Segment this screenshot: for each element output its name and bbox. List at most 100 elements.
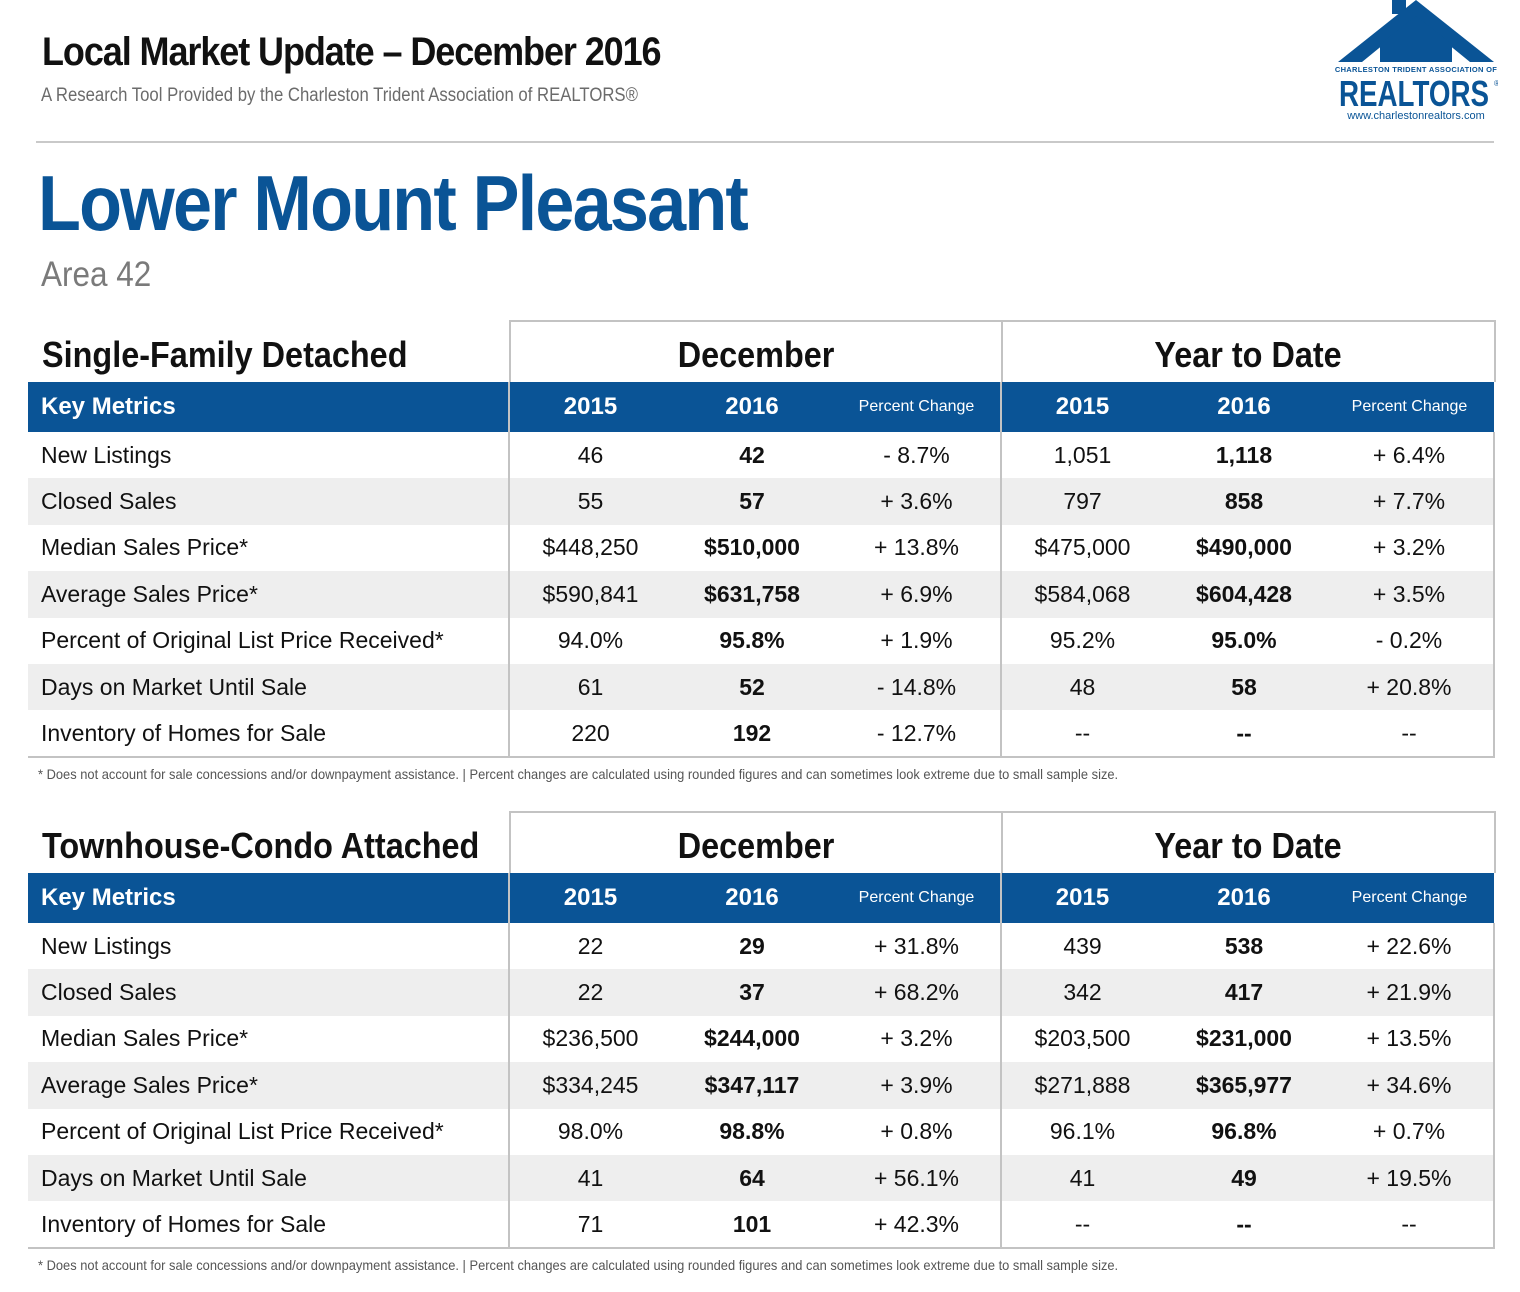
cell: $510,000 [704,534,800,561]
cell: - 12.7% [833,710,1001,758]
cell: 37 [739,979,765,1006]
group-header-month: December [509,811,1001,873]
table-row: Inventory of Homes for Sale 220 192 - 12… [28,710,1495,758]
table-row: Days on Market Until Sale 41 64 + 56.1% … [28,1154,1495,1202]
cell: + 20.8% [1325,663,1495,711]
cell: 71 [508,1201,671,1249]
cell: $271,888 [1000,1062,1163,1109]
group-header-ytd: Year to Date [1001,320,1496,382]
cell: $244,000 [704,1025,800,1052]
cell: 52 [739,673,765,700]
metric-label: Days on Market Until Sale [41,1164,307,1191]
cell: -- [1325,710,1495,758]
cell: 96.8% [1211,1118,1277,1145]
table-header-row: Key Metrics 2015 2016 Percent Change 201… [28,873,1494,923]
cell: - 14.8% [876,673,957,700]
section-single-family: Single-Family Detached December Year to … [28,320,1496,782]
cell: 98.0% [508,1108,671,1155]
cell: $448,250 [508,524,671,572]
cell: 29 [739,932,765,959]
cell: 22 [508,969,671,1016]
logo-top-text: CHARLESTON TRIDENT ASSOCIATION OF [1335,65,1497,74]
col-ytd-pct: Percent Change [1351,398,1468,415]
cell: $236,500 [508,1015,671,1063]
cell: + 3.5% [1325,571,1495,618]
cell: + 6.9% [880,580,953,607]
cell: + 13.8% [873,534,960,561]
header-divider [36,141,1494,143]
section-townhouse-condo: Townhouse-Condo Attached December Year t… [28,811,1496,1273]
cell: 192 [671,710,833,758]
cell: - 0.2% [1325,617,1495,664]
table-row: Average Sales Price* $334,245 $347,117 +… [28,1062,1495,1109]
col-month-2016: 2016 [725,884,779,911]
cell: -- [1163,1201,1325,1249]
cell: + 13.5% [1325,1015,1495,1063]
cell: 48 [1000,663,1163,711]
table-row: Inventory of Homes for Sale 71 101 + 42.… [28,1201,1495,1249]
area-code: Area 42 [41,255,152,294]
section-header: Townhouse-Condo Attached December Year t… [28,811,1496,873]
metrics-table: Key Metrics 2015 2016 Percent Change 201… [28,873,1495,1249]
metric-label: Percent of Original List Price Received* [41,627,444,654]
cell: + 19.5% [1325,1154,1495,1202]
cell: $365,977 [1196,1071,1292,1098]
cell: 417 [1224,979,1264,1006]
col-month-pct: Percent Change [858,398,975,415]
cell: $584,068 [1000,571,1163,618]
cell: + 0.8% [880,1118,953,1145]
cell: + 1.9% [880,627,953,654]
cell: $231,000 [1196,1025,1292,1052]
cell: + 68.2% [873,979,960,1006]
cell: 49 [1231,1164,1257,1191]
cell: $203,500 [1000,1015,1163,1063]
metric-label: Average Sales Price* [41,580,258,607]
cell: 57 [739,488,765,515]
section-header: Single-Family Detached December Year to … [28,320,1496,382]
table-row: Closed Sales 22 37 + 68.2% 342 417 + 21.… [28,969,1495,1016]
cell: + 3.2% [1325,524,1495,572]
metric-label: Inventory of Homes for Sale [28,1201,509,1249]
cell: 41 [1000,1154,1163,1202]
cell: 1,118 [1215,441,1273,468]
cell: 538 [1224,932,1264,959]
col-month-2016: 2016 [725,393,779,420]
table-row: Closed Sales 55 57 + 3.6% 797 858 + 7.7% [28,478,1495,525]
cell: $334,245 [508,1062,671,1109]
cell: 41 [508,1154,671,1202]
col-ytd-2015: 2015 [1000,382,1163,432]
col-key-metrics: Key Metrics [41,884,176,911]
cell: + 31.8% [873,932,960,959]
cell: $604,428 [1196,580,1292,607]
table-row: Percent of Original List Price Received*… [28,1108,1495,1155]
cell: 55 [508,478,671,525]
metric-label: Percent of Original List Price Received* [41,1118,444,1145]
cell: 61 [508,663,671,711]
cell: + 7.7% [1325,478,1495,525]
section-title: Single-Family Detached [42,334,408,375]
cell: 95.2% [1000,617,1163,664]
house-roof-icon [1338,0,1494,62]
cell: 342 [1000,969,1163,1016]
cell: + 42.3% [833,1201,1001,1249]
footnote: * Does not account for sale concessions … [38,1256,1119,1273]
metric-label: Days on Market Until Sale [41,673,307,700]
area-name: Lower Mount Pleasant [38,159,749,247]
cell: 220 [508,710,671,758]
cell: -- [1000,710,1163,758]
logo-word: REALTORS [1339,73,1489,114]
cell: 439 [1000,923,1163,970]
table-row: Percent of Original List Price Received*… [28,617,1495,664]
cell: 95.0% [1211,627,1277,654]
cell: + 6.4% [1325,432,1495,479]
cell: 94.0% [508,617,671,664]
cell: 797 [1000,478,1163,525]
group-header-month: December [509,320,1001,382]
cell: + 21.9% [1325,969,1495,1016]
col-key-metrics: Key Metrics [41,393,176,420]
cell: 1,051 [1000,432,1163,479]
col-ytd-pct: Percent Change [1351,889,1468,906]
col-month-pct: Percent Change [858,889,975,906]
cell: 858 [1224,488,1264,515]
report-title: Local Market Update – December 2016 [42,30,662,74]
